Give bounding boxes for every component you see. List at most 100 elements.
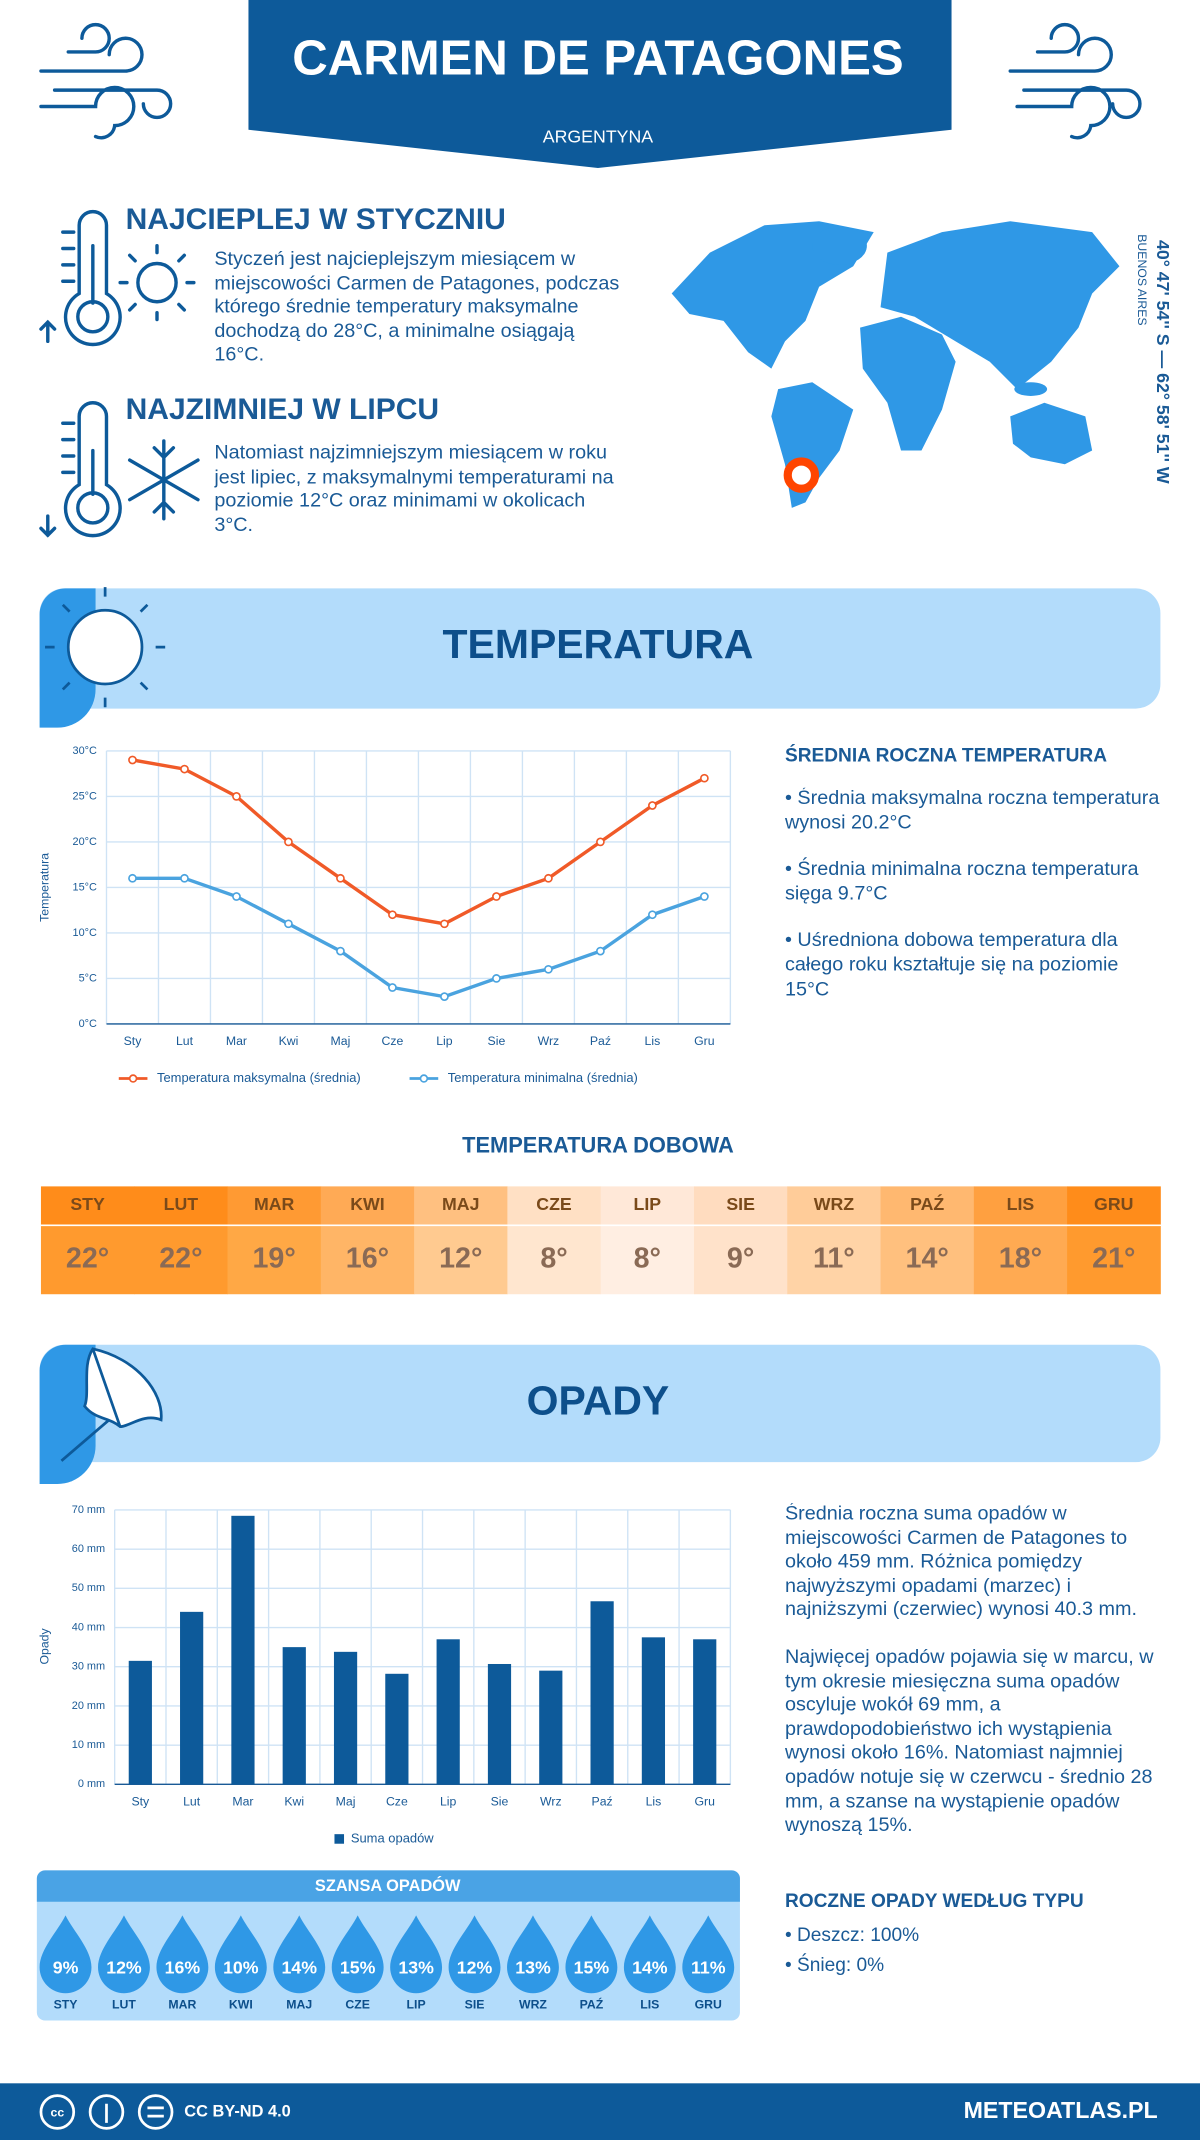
bar	[487, 1663, 512, 1785]
temperature-summary-box: • Średnia maksymalna roczna temperatura …	[785, 788, 1159, 1000]
daily-temperature-value: 16°	[346, 1243, 389, 1275]
precipitation-type-item: • Śnieg: 0%	[785, 1954, 884, 1976]
daily-temperature-value: 11°	[813, 1243, 855, 1275]
x-tick-label: Maj	[336, 1794, 356, 1808]
rain-drop	[331, 1915, 384, 1994]
data-point	[336, 873, 345, 883]
bar	[436, 1639, 460, 1785]
chance-month: STY	[54, 1998, 78, 2012]
rain-drop	[214, 1915, 267, 1994]
chance-value: 14%	[281, 1957, 317, 1977]
daily-temperature-value: 8°	[634, 1243, 661, 1275]
y-tick-label: 30°C	[73, 745, 97, 757]
precipitation-banner	[39, 1344, 1161, 1463]
region: BUENOS AIRES	[1135, 234, 1149, 325]
chance-month: KWI	[229, 1998, 253, 2012]
bar	[693, 1639, 717, 1785]
license: CC BY-ND 4.0	[184, 2102, 290, 2120]
x-tick-label: Sie	[491, 1794, 509, 1808]
month-header: STY	[70, 1194, 105, 1214]
chance-value: 12%	[457, 1957, 493, 1977]
data-point	[648, 801, 657, 810]
daily-temperature-title: TEMPERATURA DOBOWA	[462, 1133, 734, 1158]
legend-label: Temperatura maksymalna (średnia)	[157, 1070, 361, 1085]
month-header-cell	[414, 1186, 508, 1225]
data-point	[180, 873, 189, 883]
x-tick-label: Sty	[131, 1794, 150, 1808]
data-point	[492, 892, 501, 901]
x-tick-label: Kwi	[279, 1034, 299, 1048]
temperature-banner	[39, 588, 1161, 709]
month-header: PAŹ	[910, 1193, 944, 1214]
precipitation-section-title: OPADY	[527, 1377, 670, 1423]
month-header-cell	[600, 1186, 695, 1225]
data-point	[388, 910, 397, 920]
rain-drop	[156, 1915, 209, 1994]
chance-month: MAR	[168, 1998, 196, 2012]
bar	[539, 1670, 563, 1785]
bar	[385, 1673, 409, 1785]
chance-month: LIP	[407, 1998, 426, 2012]
coldest-title: NAJZIMNIEJ W LIPCU	[126, 393, 440, 426]
chance-drops: 9% STY 12% LUT 16% MAR 10% KWI 14% MAJ 15% CZE 13% LI…	[39, 1915, 735, 2012]
value-cell	[507, 1225, 602, 1295]
chance-value: 13%	[398, 1957, 434, 1977]
precipitation-type-item: • Deszcz: 100%	[785, 1925, 919, 1946]
rain-drop	[273, 1915, 326, 1994]
rain-drop	[507, 1915, 559, 1994]
temperature-summary-title: ŚREDNIA ROCZNA TEMPERATURA	[785, 744, 1107, 766]
rain-drop	[565, 1915, 618, 1994]
data-point	[596, 946, 605, 956]
daily-temperature-value: 8°	[540, 1243, 567, 1275]
thermometer-icon	[39, 209, 200, 538]
data-point	[544, 964, 553, 974]
chance-month: LUT	[112, 1998, 136, 2012]
value-cell	[40, 1225, 135, 1295]
month-header-cell	[40, 1186, 135, 1225]
daily-temperature-value: 19°	[253, 1243, 296, 1275]
chance-value: 14%	[632, 1957, 668, 1977]
bar	[590, 1601, 614, 1785]
x-tick-label: Sty	[124, 1034, 143, 1048]
y-tick-label: 70 mm	[72, 1504, 105, 1516]
month-header: LIS	[1007, 1194, 1035, 1214]
precipitation-summary: Średnia roczna suma opadów w miejscowośc…	[785, 1503, 1160, 1838]
country: ARGENTYNA	[543, 127, 654, 147]
value-cell	[600, 1225, 695, 1295]
precipitation-chart: 0 mm 10 mm 20 mm 30 mm 40 mm 50 mm 60 mm 70 mm S…	[72, 1504, 732, 1845]
data-point	[284, 837, 293, 847]
precipitation-type-title: ROCZNE OPADY WEDŁUG TYPU	[785, 1891, 1084, 1912]
chance-value: 15%	[340, 1957, 376, 1977]
data-point	[700, 892, 709, 901]
month-header-cell	[787, 1186, 881, 1225]
bar	[282, 1647, 306, 1785]
legend-marker	[128, 1074, 138, 1083]
month-header: LIP	[634, 1194, 662, 1214]
x-tick-label: Gru	[694, 1034, 714, 1048]
value-cell	[134, 1225, 228, 1295]
data-point	[128, 873, 137, 883]
data-point	[232, 792, 241, 801]
footer	[0, 2083, 1200, 2141]
y-axis-label: Temperatura	[37, 853, 51, 922]
series-line	[132, 876, 705, 999]
legend-marker	[419, 1074, 429, 1083]
month-header-cell	[507, 1186, 602, 1225]
value-cell	[880, 1225, 975, 1295]
x-tick-label: Lip	[436, 1034, 453, 1048]
legend-label: Suma opadów	[351, 1830, 434, 1845]
daily-temperature-value: 12°	[439, 1243, 482, 1275]
value-cell	[787, 1225, 881, 1295]
month-header-cell	[973, 1186, 1068, 1225]
site[interactable]: METEOATLAS.PL	[964, 2097, 1158, 2123]
x-tick-label: Lis	[645, 1034, 661, 1048]
rain-drop	[98, 1915, 150, 1994]
chance-header	[36, 1870, 740, 1902]
temperature-section-title: TEMPERATURA	[443, 621, 754, 667]
value-cell	[414, 1225, 508, 1295]
y-tick-label: 20°C	[73, 836, 97, 848]
x-tick-label: Gru	[694, 1794, 714, 1808]
coldest-text: Natomiast najzimniejszym miesiącem w rok…	[214, 442, 614, 537]
data-point	[440, 992, 449, 1001]
warmest-title: NAJCIEPLEJ W STYCZNIU	[126, 203, 506, 236]
